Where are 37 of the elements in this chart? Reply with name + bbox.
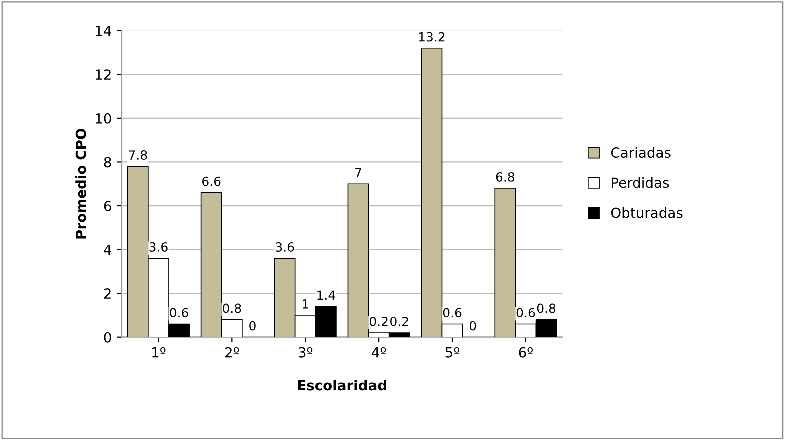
data-label: 7.8 xyxy=(129,150,148,160)
data-label: 13.2 xyxy=(419,32,445,42)
y-tick-label: 0 xyxy=(104,332,112,343)
data-label: 1.4 xyxy=(318,290,336,300)
x-tick-label: 5º xyxy=(446,347,460,358)
data-label: 6.6 xyxy=(202,176,221,186)
x-tick-label: 2º xyxy=(225,347,240,358)
data-label: 0.2 xyxy=(370,316,388,326)
data-label: 0.6 xyxy=(170,308,188,318)
data-label: 0.2 xyxy=(390,316,408,326)
legend-label: Perdidas xyxy=(612,177,670,188)
x-tick-label: 6º xyxy=(519,347,534,358)
y-axis-title: Promedio CPO xyxy=(76,128,86,239)
data-label: 6.8 xyxy=(496,172,514,182)
y-tick-label: 2 xyxy=(104,288,111,299)
data-label: 0.6 xyxy=(443,308,462,318)
y-tick-label: 10 xyxy=(96,113,112,124)
data-label: 0 xyxy=(250,321,256,331)
data-label: 3.6 xyxy=(276,242,294,252)
data-label: 0 xyxy=(470,321,476,331)
data-label: 7 xyxy=(356,168,362,178)
x-tick-label: 3º xyxy=(298,347,313,358)
legend-label: Cariadas xyxy=(611,147,671,158)
y-tick-label: 14 xyxy=(96,26,112,36)
x-tick-label: 4º xyxy=(372,347,386,358)
x-axis-title: Escolaridad xyxy=(298,380,386,391)
data-label: 1 xyxy=(303,300,308,309)
legend-label: Obturadas xyxy=(611,208,683,218)
y-tick-label: 6 xyxy=(104,200,112,212)
x-tick-label: 1º xyxy=(152,347,166,358)
data-label: 3.6 xyxy=(150,242,168,252)
y-tick-label: 12 xyxy=(96,70,111,80)
y-tick-label: 4 xyxy=(104,244,112,256)
data-label: 0.8 xyxy=(223,304,242,314)
y-tick-label: 8 xyxy=(104,157,112,168)
data-label: 0.6 xyxy=(516,308,536,318)
data-label: 0.8 xyxy=(537,304,556,314)
